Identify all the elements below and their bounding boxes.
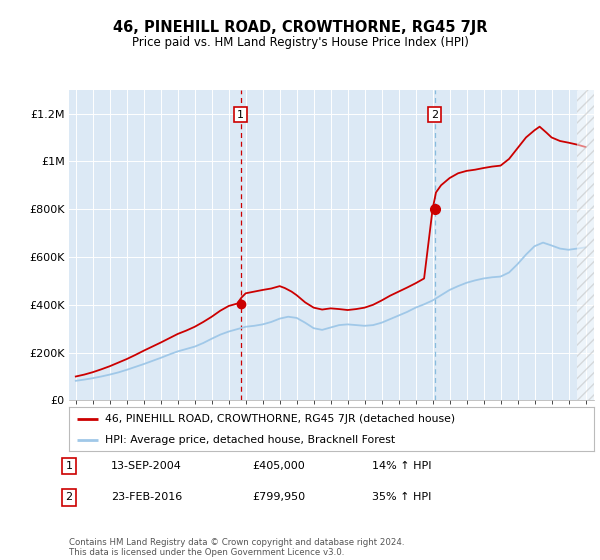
Bar <box>577 90 594 400</box>
Text: £405,000: £405,000 <box>252 461 305 471</box>
Text: 13-SEP-2004: 13-SEP-2004 <box>111 461 182 471</box>
Text: 35% ↑ HPI: 35% ↑ HPI <box>372 492 431 502</box>
Text: Contains HM Land Registry data © Crown copyright and database right 2024.
This d: Contains HM Land Registry data © Crown c… <box>69 538 404 557</box>
Text: 1: 1 <box>65 461 73 471</box>
Text: 1: 1 <box>237 110 244 120</box>
Text: 14% ↑ HPI: 14% ↑ HPI <box>372 461 431 471</box>
Text: 46, PINEHILL ROAD, CROWTHORNE, RG45 7JR: 46, PINEHILL ROAD, CROWTHORNE, RG45 7JR <box>113 20 487 35</box>
Text: 2: 2 <box>431 110 438 120</box>
Text: HPI: Average price, detached house, Bracknell Forest: HPI: Average price, detached house, Brac… <box>105 435 395 445</box>
Text: 23-FEB-2016: 23-FEB-2016 <box>111 492 182 502</box>
Text: 2: 2 <box>65 492 73 502</box>
Text: 46, PINEHILL ROAD, CROWTHORNE, RG45 7JR (detached house): 46, PINEHILL ROAD, CROWTHORNE, RG45 7JR … <box>105 414 455 424</box>
Text: Price paid vs. HM Land Registry's House Price Index (HPI): Price paid vs. HM Land Registry's House … <box>131 36 469 49</box>
Text: £799,950: £799,950 <box>252 492 305 502</box>
